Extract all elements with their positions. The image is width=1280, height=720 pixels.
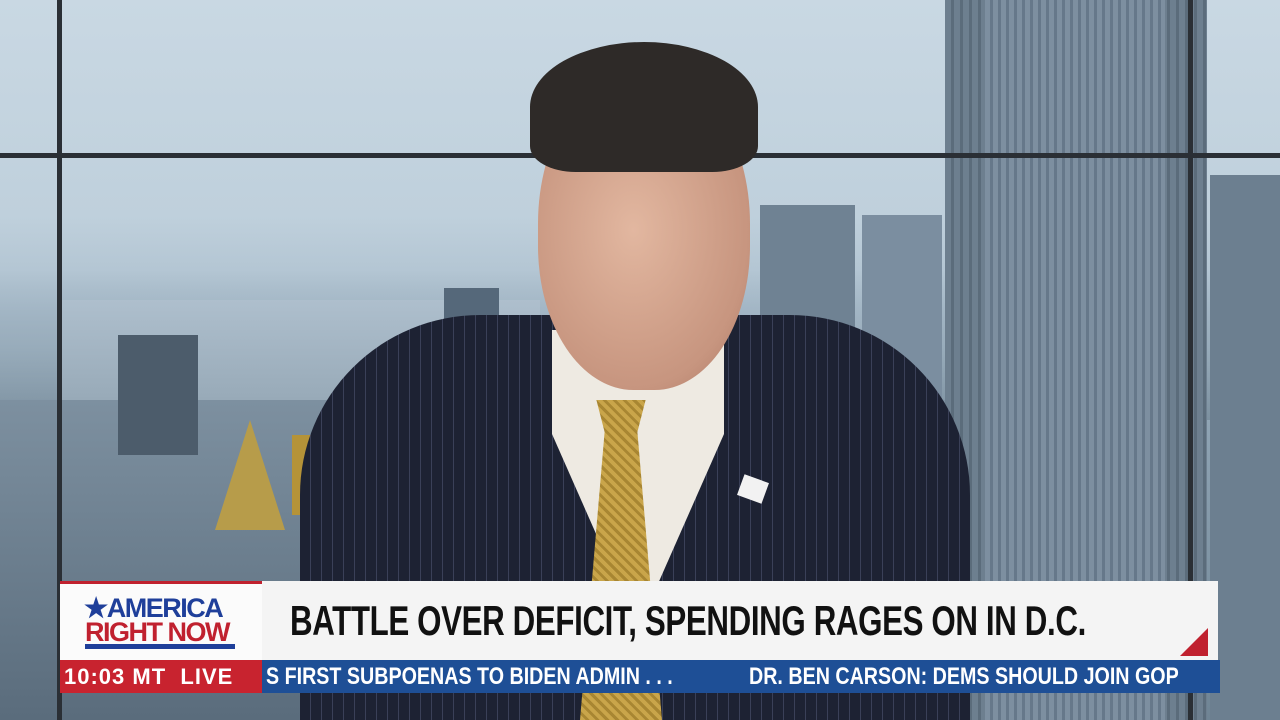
- clock-live-box: 10:03 MT LIVE: [60, 660, 262, 693]
- anchor-hair: [530, 42, 758, 172]
- window-frame: [1188, 0, 1193, 720]
- building: [118, 335, 198, 455]
- logo-line-1: ★AMERICA: [84, 593, 224, 623]
- building: [1210, 175, 1280, 720]
- live-indicator: LIVE: [180, 664, 234, 689]
- ticker-item: S FIRST SUBPOENAS TO BIDEN ADMIN . . .: [266, 663, 673, 690]
- show-logo: ★AMERICA RIGHT NOW: [60, 581, 262, 660]
- window-frame: [57, 0, 62, 720]
- news-ticker: S FIRST SUBPOENAS TO BIDEN ADMIN . . . D…: [262, 660, 1220, 693]
- headline: BATTLE OVER DEFICIT, SPENDING RAGES ON I…: [290, 597, 1086, 644]
- logo-underline: [85, 644, 235, 649]
- clock-time: 10:03 MT: [64, 664, 167, 689]
- logo-line-2: RIGHT NOW: [85, 617, 230, 647]
- ticker-item: DR. BEN CARSON: DEMS SHOULD JOIN GOP: [749, 663, 1179, 690]
